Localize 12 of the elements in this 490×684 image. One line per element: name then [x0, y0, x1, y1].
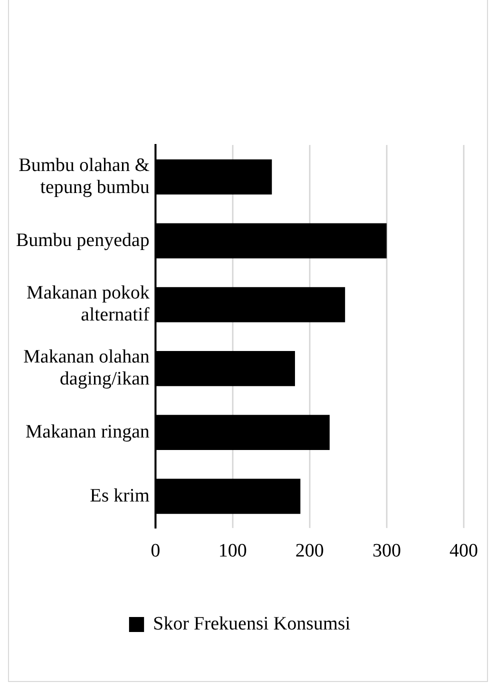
- y-tick-label: Bumbu olahan & tepung bumbu: [18, 154, 150, 198]
- legend-label: Skor Frekuensi Konsumsi: [153, 613, 350, 634]
- y-tick-label: Makanan ringan: [26, 421, 150, 442]
- y-tick-label: Makanan olahan daging/ikan: [23, 346, 150, 390]
- x-tick-label: 300: [372, 540, 401, 562]
- y-tick-label: Makanan pokok alternatif: [26, 282, 150, 326]
- x-tick-label: 100: [218, 540, 247, 562]
- x-tick-label: 400: [450, 540, 478, 562]
- x-tick-label: 200: [295, 540, 324, 562]
- x-tick-label: 0: [150, 540, 160, 562]
- y-tick-label: Es krim: [90, 485, 150, 506]
- y-tick-label: Bumbu penyedap: [16, 230, 150, 251]
